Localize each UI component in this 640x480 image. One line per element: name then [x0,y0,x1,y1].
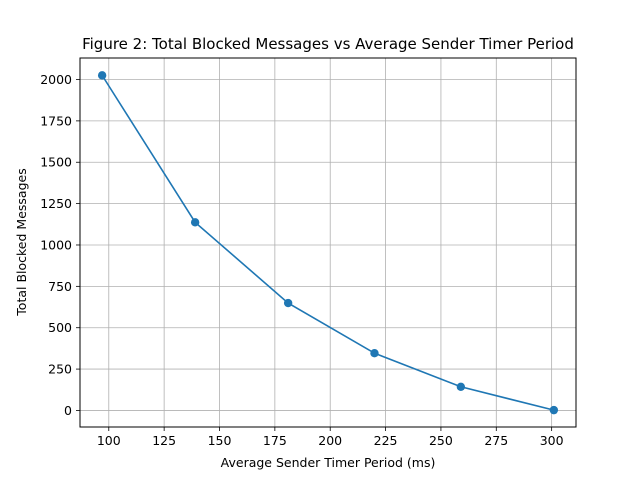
y-tick-label: 750 [48,279,72,294]
x-axis-label: Average Sender Timer Period (ms) [221,455,436,470]
y-tick-label: 500 [48,320,72,335]
y-tick-label: 1500 [40,155,72,170]
data-point [283,298,293,308]
y-axis: 0 250 500 750 1000 1250 1500 1750 2000 [40,72,80,418]
y-tick-label: 0 [64,403,72,418]
x-tick-label: 225 [374,433,398,448]
series-polyline [101,74,555,411]
chart-title: Figure 2: Total Blocked Messages vs Aver… [82,35,574,53]
x-tick-label: 150 [208,433,232,448]
x-tick-label: 275 [484,433,508,448]
x-tick-label: 250 [429,433,453,448]
plot-area-frame [79,57,577,428]
x-axis: 100 125 150 175 200 225 250 275 300 [97,427,564,448]
series-line [97,71,559,415]
y-tick-label: 1750 [40,113,72,128]
data-point [549,405,559,415]
data-point [456,382,466,391]
data-point [97,71,107,80]
y-axis-label: Total Blocked Messages [14,168,29,316]
x-tick-label: 175 [263,433,287,448]
data-point [370,349,379,358]
x-tick-label: 300 [540,433,564,448]
y-tick-label: 1250 [40,196,72,211]
x-tick-label: 125 [152,433,176,448]
y-tick-label: 250 [48,362,72,377]
y-tick-label: 1000 [40,237,72,252]
x-tick-label: 200 [318,433,342,448]
grid [80,58,576,427]
x-tick-label: 100 [97,433,121,448]
y-tick-label: 2000 [40,72,72,87]
data-point [190,218,200,227]
